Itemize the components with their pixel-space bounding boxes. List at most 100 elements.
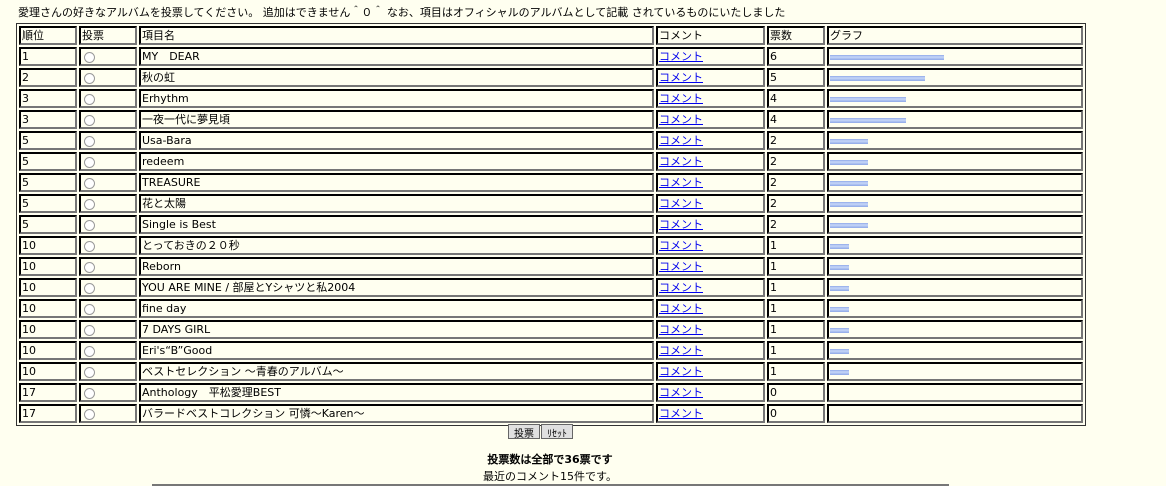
vote-radio[interactable] xyxy=(84,156,95,168)
vote-radio[interactable] xyxy=(84,72,95,84)
graph-cell xyxy=(827,320,1083,339)
graph-cell xyxy=(827,215,1083,234)
comment-link[interactable]: コメント xyxy=(659,176,703,189)
graph-cell xyxy=(827,110,1083,129)
table-row: 5 redeem コメント 2 xyxy=(19,152,1083,171)
vote-cell xyxy=(79,383,137,402)
album-name: 7 DAYS GIRL xyxy=(139,320,654,339)
header-count: 票数 xyxy=(767,26,825,45)
graph-cell xyxy=(827,278,1083,297)
comment-link[interactable]: コメント xyxy=(659,260,703,273)
vote-cell xyxy=(79,152,137,171)
album-name: 花と太陽 xyxy=(139,194,654,213)
rank-cell: 10 xyxy=(19,299,77,318)
comment-link[interactable]: コメント xyxy=(659,113,703,126)
comment-link[interactable]: コメント xyxy=(659,218,703,231)
vote-count: 2 xyxy=(767,131,825,150)
comment-link[interactable]: コメント xyxy=(659,50,703,63)
comment-link[interactable]: コメント xyxy=(659,365,703,378)
album-name: ベストセレクション ～青春のアルバム～ xyxy=(139,362,654,381)
comment-cell: コメント xyxy=(656,131,765,150)
vote-cell xyxy=(79,320,137,339)
vote-cell xyxy=(79,68,137,87)
vote-radio[interactable] xyxy=(84,387,95,399)
vote-radio[interactable] xyxy=(84,303,95,315)
vote-radio[interactable] xyxy=(84,240,95,252)
comment-link[interactable]: コメント xyxy=(659,386,703,399)
comment-link[interactable]: コメント xyxy=(659,323,703,336)
form-buttons: 投票 ﾘｾｯﾄ xyxy=(508,424,574,440)
vote-radio[interactable] xyxy=(84,366,95,378)
vote-count: 1 xyxy=(767,299,825,318)
table-row: 3 Erhythm コメント 4 xyxy=(19,89,1083,108)
comment-cell: コメント xyxy=(656,320,765,339)
vote-count: 1 xyxy=(767,236,825,255)
reset-button[interactable]: ﾘｾｯﾄ xyxy=(541,424,573,440)
vote-radio[interactable] xyxy=(84,135,95,147)
comment-cell: コメント xyxy=(656,404,765,423)
vote-cell xyxy=(79,173,137,192)
vote-bar xyxy=(830,201,868,207)
comment-link[interactable]: コメント xyxy=(659,407,703,420)
album-name: バラードベストコレクション 可憐～Karen～ xyxy=(139,404,654,423)
comment-cell: コメント xyxy=(656,236,765,255)
comment-link[interactable]: コメント xyxy=(659,302,703,315)
album-name: fine day xyxy=(139,299,654,318)
vote-radio[interactable] xyxy=(84,261,95,273)
vote-radio[interactable] xyxy=(84,282,95,294)
rank-cell: 5 xyxy=(19,215,77,234)
album-name: TREASURE xyxy=(139,173,654,192)
recent-comments-heading: 最近のコメント15件です。 xyxy=(483,470,617,483)
comment-cell: コメント xyxy=(656,152,765,171)
rank-cell: 3 xyxy=(19,89,77,108)
comment-cell: コメント xyxy=(656,299,765,318)
vote-bar xyxy=(830,243,849,249)
comment-link[interactable]: コメント xyxy=(659,155,703,168)
vote-radio[interactable] xyxy=(84,324,95,336)
table-row: 2 秋の虹 コメント 5 xyxy=(19,68,1083,87)
comment-cell: コメント xyxy=(656,341,765,360)
rank-cell: 10 xyxy=(19,341,77,360)
vote-radio[interactable] xyxy=(84,114,95,126)
vote-bar xyxy=(830,327,849,333)
comment-cell: コメント xyxy=(656,215,765,234)
vote-button[interactable]: 投票 xyxy=(508,424,540,440)
vote-radio[interactable] xyxy=(84,219,95,231)
comment-cell: コメント xyxy=(656,110,765,129)
table-row: 10 YOU ARE MINE / 部屋とYシャツと私2004 コメント 1 xyxy=(19,278,1083,297)
comment-link[interactable]: コメント xyxy=(659,92,703,105)
comment-link[interactable]: コメント xyxy=(659,239,703,252)
vote-radio[interactable] xyxy=(84,198,95,210)
header-comment: コメント xyxy=(656,26,765,45)
vote-cell xyxy=(79,110,137,129)
rank-cell: 10 xyxy=(19,362,77,381)
vote-count: 1 xyxy=(767,320,825,339)
total-votes: 投票数は全部で36票です xyxy=(487,453,613,466)
comment-link[interactable]: コメント xyxy=(659,281,703,294)
album-name: Usa-Bara xyxy=(139,131,654,150)
table-row: 5 Single is Best コメント 2 xyxy=(19,215,1083,234)
comment-link[interactable]: コメント xyxy=(659,71,703,84)
vote-bar xyxy=(830,138,868,144)
comment-link[interactable]: コメント xyxy=(659,197,703,210)
vote-cell xyxy=(79,47,137,66)
vote-radio[interactable] xyxy=(84,51,95,63)
graph-cell xyxy=(827,257,1083,276)
graph-cell xyxy=(827,404,1083,423)
album-name: とっておきの２０秒 xyxy=(139,236,654,255)
comment-link[interactable]: コメント xyxy=(659,134,703,147)
album-name: Erhythm xyxy=(139,89,654,108)
vote-count: 4 xyxy=(767,110,825,129)
comment-link[interactable]: コメント xyxy=(659,344,703,357)
vote-radio[interactable] xyxy=(84,177,95,189)
vote-count: 1 xyxy=(767,341,825,360)
vote-cell xyxy=(79,341,137,360)
vote-cell xyxy=(79,194,137,213)
vote-radio[interactable] xyxy=(84,345,95,357)
vote-radio[interactable] xyxy=(84,408,95,420)
album-name: 一夜一代に夢見頃 xyxy=(139,110,654,129)
rank-cell: 5 xyxy=(19,152,77,171)
vote-radio[interactable] xyxy=(84,93,95,105)
divider xyxy=(152,484,949,486)
table-row: 5 TREASURE コメント 2 xyxy=(19,173,1083,192)
